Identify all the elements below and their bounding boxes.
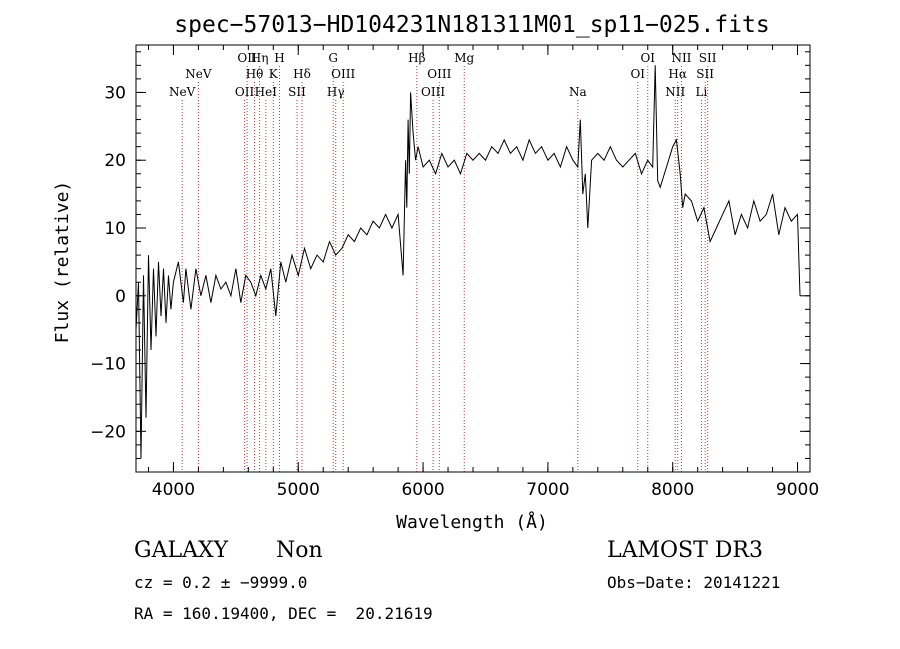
y-tick-label-0: −20 <box>90 422 126 442</box>
line-label-15: OIII <box>421 85 445 99</box>
line-label-13: OIII <box>331 67 355 81</box>
x-tick-label-3: 7000 <box>526 480 569 500</box>
y-tick-label-1: −10 <box>90 355 126 375</box>
y-tick-label-2: 0 <box>115 287 126 307</box>
line-label-18: Na <box>569 85 587 99</box>
line-label-6: HeI <box>255 85 278 99</box>
y-axis-ticks: −20 −10 0 10 20 30 <box>90 51 810 459</box>
chart-title: spec−57013−HD104231N181311M01_sp11−025.f… <box>174 12 769 38</box>
line-label-2: OII <box>235 85 255 99</box>
emission-line-markers <box>181 66 709 472</box>
survey-name: LAMOST DR3 <box>607 538 763 563</box>
line-label-21: NII <box>665 85 685 99</box>
x-tick-label-1: 5000 <box>277 480 320 500</box>
y-tick-label-3: 10 <box>104 219 126 239</box>
line-label-26: SII <box>699 51 717 65</box>
object-class: GALAXY <box>134 538 229 563</box>
line-label-9: SII <box>288 85 306 99</box>
line-label-17: Mg <box>454 51 474 65</box>
x-axis-label: Wavelength (Å) <box>396 511 548 533</box>
x-tick-label-4: 8000 <box>651 480 694 500</box>
line-label-16: OIII <box>427 67 451 81</box>
line-label-24: Li <box>696 85 708 99</box>
line-label-3: OII <box>237 51 257 65</box>
line-label-11: G <box>328 51 338 65</box>
plot-frame <box>135 44 811 473</box>
line-label-12: Hγ <box>327 85 345 99</box>
x-axis-ticks: 4000 5000 6000 7000 8000 9000 <box>147 45 819 500</box>
x-tick-label-2: 6000 <box>401 480 444 500</box>
redshift-cz: cz = 0.2 ± −9999.0 <box>134 573 308 592</box>
line-label-4: Hθ <box>246 67 264 81</box>
y-tick-label-5: 30 <box>104 83 126 103</box>
line-label-19: OI <box>630 67 645 81</box>
line-label-5: Hη <box>251 51 269 65</box>
line-label-1: NeV <box>185 67 212 81</box>
line-label-10: Hδ <box>293 67 311 81</box>
obs-date: Obs−Date: 20141221 <box>607 573 781 592</box>
line-label-25: SII <box>696 67 714 81</box>
line-label-23: NII <box>671 51 691 65</box>
line-label-8: H <box>274 51 284 65</box>
x-tick-label-0: 4000 <box>152 480 195 500</box>
line-label-7: K <box>269 67 279 81</box>
spectrum-line <box>135 65 801 459</box>
line-label-22: Hα <box>668 67 687 81</box>
y-axis-label: Flux (relative) <box>52 181 73 344</box>
x-tick-label-5: 9000 <box>776 480 819 500</box>
line-label-14: Hβ <box>408 51 425 65</box>
ra-dec: RA = 160.19400, DEC = 20.21619 <box>134 604 433 623</box>
line-label-0: NeV <box>169 85 196 99</box>
object-subclass: Non <box>276 538 323 563</box>
emission-line-labels: NeVNeVOIIOIIHθHηHeIKHSIIHδGHγOIIIHβOIIIO… <box>169 51 717 99</box>
y-tick-label-4: 20 <box>104 151 126 171</box>
line-label-20: OI <box>640 51 655 65</box>
